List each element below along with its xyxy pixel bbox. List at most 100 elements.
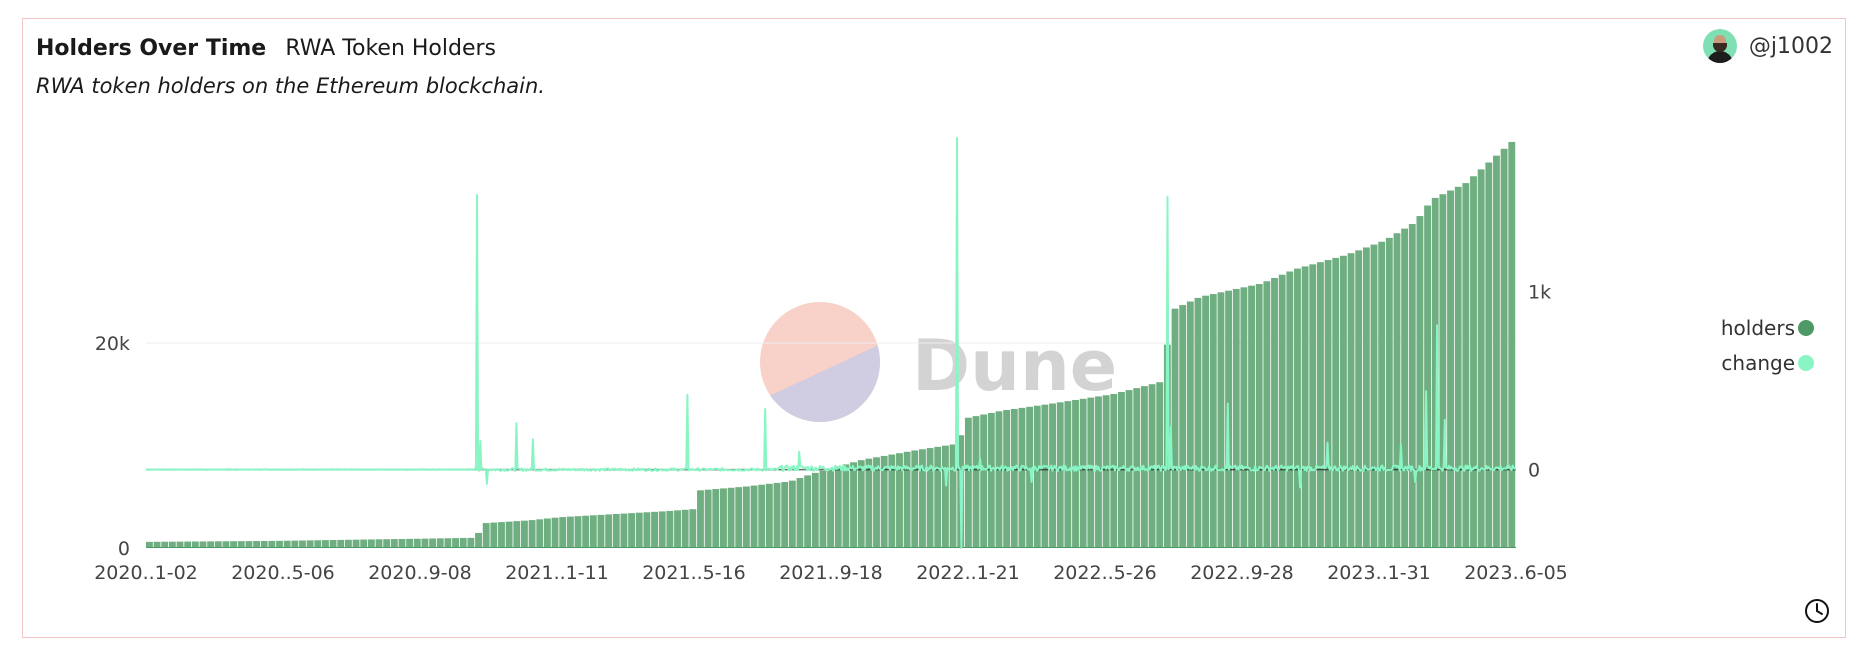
holders-bar (903, 451, 911, 548)
holders-bar (490, 522, 498, 548)
holders-bar (750, 485, 758, 548)
right-axis-ticks: 0 1k (1528, 281, 1551, 481)
holders-bar (1393, 233, 1401, 548)
holders-bar (1033, 405, 1041, 548)
holders-bar (681, 509, 689, 548)
legend-item-change[interactable]: change (1721, 351, 1814, 375)
holders-bar (146, 541, 153, 548)
x-tick-label: 2020..5-06 (231, 562, 335, 584)
holders-bar (1179, 305, 1187, 548)
holders-bar (597, 514, 605, 548)
holders-bar (1424, 205, 1432, 548)
holders-bar (260, 540, 268, 548)
holders-bar (742, 486, 750, 548)
legend-swatch (1798, 320, 1814, 336)
x-tick-label: 2022..5-26 (1053, 562, 1157, 584)
author-link[interactable]: @j1002 (1702, 29, 1833, 63)
holders-bar (865, 458, 873, 548)
holders-bar (1087, 397, 1095, 548)
holders-bar (1255, 284, 1263, 548)
holders-bar (964, 417, 972, 548)
holders-bar (651, 511, 658, 548)
holders-bar (697, 490, 704, 548)
holders-bar (819, 470, 827, 548)
holders-bar (620, 513, 628, 548)
holders-bar (161, 541, 169, 548)
holders-bar (1271, 278, 1278, 548)
right-tick-label: 0 (1528, 460, 1540, 482)
holders-bar (1347, 253, 1355, 548)
author-handle[interactable]: @j1002 (1748, 33, 1833, 59)
holders-bar (1095, 396, 1102, 548)
holders-bar (612, 513, 620, 548)
holders-bar (398, 538, 406, 548)
holders-bar (314, 540, 322, 548)
holders-bar (199, 541, 207, 548)
holders-bar (521, 520, 528, 548)
holders-bar (337, 539, 345, 548)
holders-bar (222, 541, 230, 548)
left-tick-label: 20k (95, 333, 130, 355)
holders-bar (941, 445, 949, 548)
holders-bar (804, 475, 812, 548)
x-tick-label: 2020..9-08 (368, 562, 472, 584)
holders-bar (1355, 250, 1363, 548)
holders-baseline (146, 547, 1516, 548)
holders-bar (1385, 237, 1393, 549)
holders-bar (291, 540, 299, 548)
holders-bar (1408, 224, 1416, 548)
clock-icon[interactable] (1803, 597, 1831, 625)
holders-bar (498, 522, 505, 548)
holders-bar (1500, 148, 1508, 548)
holders-bar (413, 538, 421, 548)
holders-bar (1362, 247, 1370, 548)
holders-bar (857, 460, 865, 548)
holders-bar (1462, 183, 1470, 548)
holders-bar (1485, 162, 1493, 548)
holders-bar (765, 483, 773, 548)
holders-bar (1026, 406, 1034, 548)
chart-title[interactable]: Holders Over Time (36, 36, 267, 61)
holders-bar (1339, 255, 1347, 548)
holders-bar (1278, 274, 1286, 548)
holders-bar (299, 540, 306, 548)
change-line (145, 137, 1517, 549)
holders-bar (421, 538, 429, 548)
holders-bar (191, 541, 199, 548)
holders-bar (1232, 289, 1240, 548)
holders-bar (276, 540, 283, 548)
holders-bar (1416, 216, 1424, 549)
holders-bar (635, 512, 643, 548)
legend-item-holders[interactable]: holders (1721, 316, 1814, 340)
x-tick-label: 2022..1-21 (916, 562, 1020, 584)
x-tick-label: 2020..1-02 (94, 562, 198, 584)
title-row: Holders Over Time RWA Token Holders (36, 36, 496, 61)
holders-bar (1508, 141, 1516, 549)
holders-bar (574, 516, 582, 548)
holders-bar (467, 537, 475, 548)
holders-bar (375, 539, 383, 548)
holders-bar (1378, 241, 1386, 549)
chart-subtitle: RWA Token Holders (285, 36, 497, 61)
holders-bar (1309, 264, 1317, 548)
holders-bar (253, 541, 260, 548)
x-tick-label: 2022..9-28 (1190, 562, 1294, 584)
holders-bar (1102, 395, 1110, 548)
holders-bar (1049, 403, 1056, 548)
holders-bar (214, 541, 222, 548)
holders-bar (536, 519, 544, 548)
holders-bar (1202, 295, 1210, 548)
holders-bar (880, 455, 888, 548)
avatar[interactable] (1702, 29, 1737, 63)
holders-bar (383, 539, 391, 548)
holders-bar (926, 448, 934, 548)
x-tick-label: 2021..9-18 (779, 562, 883, 584)
holders-bar (283, 540, 291, 548)
legend-label: holders (1721, 316, 1795, 340)
holders-bar (1194, 297, 1202, 548)
holders-bar (1110, 393, 1118, 548)
holders-bar (1018, 407, 1026, 548)
x-tick-label: 2021..5-16 (642, 562, 746, 584)
holders-bar (230, 541, 238, 548)
